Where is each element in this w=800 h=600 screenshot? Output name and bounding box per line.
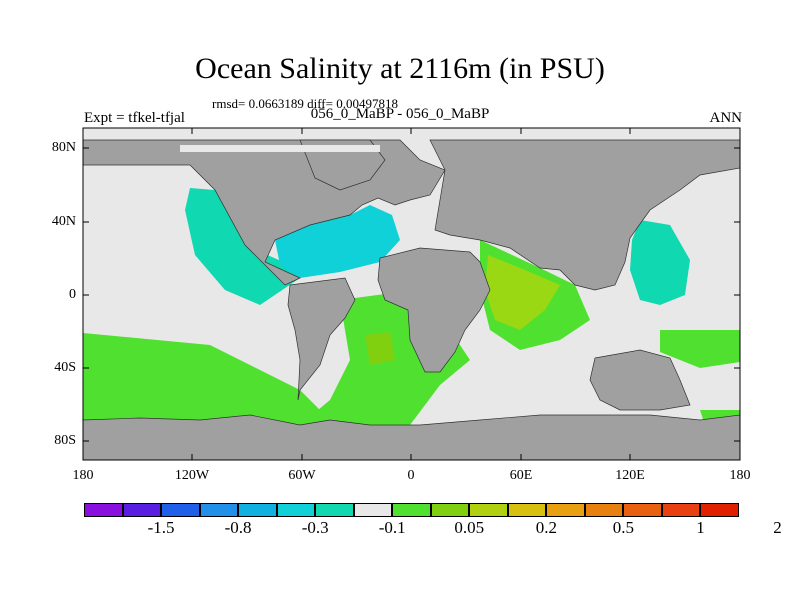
- colorbar-swatch: [199, 503, 239, 517]
- axis-ticks: [83, 128, 740, 460]
- colorbar-label: 0.2: [535, 518, 557, 537]
- australia-land: [589, 349, 691, 411]
- arctic-sea-ice: [180, 145, 380, 152]
- south-america-land: [287, 277, 356, 401]
- colorbar-label: 0.5: [612, 518, 635, 537]
- colorbar-swatch: [661, 503, 701, 517]
- east-pacific-region: [630, 220, 690, 305]
- southern-ocean-region-west: [83, 333, 340, 440]
- colorbar-label: 2: [773, 518, 782, 537]
- runs-text: 056_0_MaBP - 056_0_MaBP: [310, 106, 490, 122]
- lat-tick-label: 80S: [54, 433, 76, 448]
- north-atlantic-region: [275, 205, 400, 278]
- colorbar-swatch: [353, 503, 393, 517]
- colorbar-label: -0.8: [224, 518, 252, 537]
- lon-tick-label: 60E: [509, 468, 533, 483]
- lat-tick-label: 0: [69, 287, 76, 302]
- colorbar-label: -0.1: [378, 518, 406, 537]
- lon-tick-label: 180: [729, 468, 751, 483]
- colorbar-swatch: [469, 503, 508, 517]
- colorbar-swatch: [623, 503, 662, 517]
- experiment-label: Expt = tfkel-tfjal: [84, 110, 185, 126]
- southern-ocean-region-east: [660, 330, 740, 368]
- colorbar-swatch: [238, 503, 277, 517]
- colorbar-swatch: [276, 503, 316, 517]
- lon-tick-label: 0: [407, 468, 415, 483]
- lat-tick-label: 40S: [54, 360, 76, 375]
- north-pacific-region: [185, 188, 300, 305]
- colorbar-swatch: [122, 503, 162, 517]
- colorbar-swatch: [584, 503, 624, 517]
- season-label: ANN: [709, 110, 743, 126]
- colorbar-swatch: [161, 503, 200, 517]
- lon-tick-label: 120W: [174, 468, 210, 483]
- colorbar-swatch: [84, 503, 123, 517]
- colorbar-label: -0.3: [301, 518, 329, 537]
- colorbar-swatch: [430, 503, 470, 517]
- lon-tick-label: 60W: [288, 468, 316, 483]
- lon-tick-label: 120E: [615, 468, 645, 483]
- eurasia-land: [429, 139, 741, 291]
- indian-ocean-strong-region: [485, 255, 560, 330]
- lat-tick-label: 40N: [51, 214, 76, 229]
- africa-land: [377, 247, 491, 373]
- colorbar-label: 1: [696, 518, 705, 537]
- colorbar-swatch: [546, 503, 585, 517]
- stats-text: rmsd= 0.0663189 diff= 0.00497818: [212, 96, 398, 111]
- lat-tick-label: 80N: [51, 140, 76, 155]
- colorbar-swatch: [507, 503, 547, 517]
- colorbar-swatch: [700, 503, 739, 517]
- colorbar-label: -1.5: [147, 518, 175, 537]
- colorbar-swatch: [315, 503, 354, 517]
- plot-title: Ocean Salinity at 2116m (in PSU): [195, 52, 605, 85]
- atlantic-patch: [365, 332, 395, 365]
- colorbar-label: 0.05: [454, 518, 485, 537]
- colorbar-swatch: [392, 503, 431, 517]
- lon-tick-label: 180: [72, 468, 94, 483]
- greenland-land: [299, 139, 386, 191]
